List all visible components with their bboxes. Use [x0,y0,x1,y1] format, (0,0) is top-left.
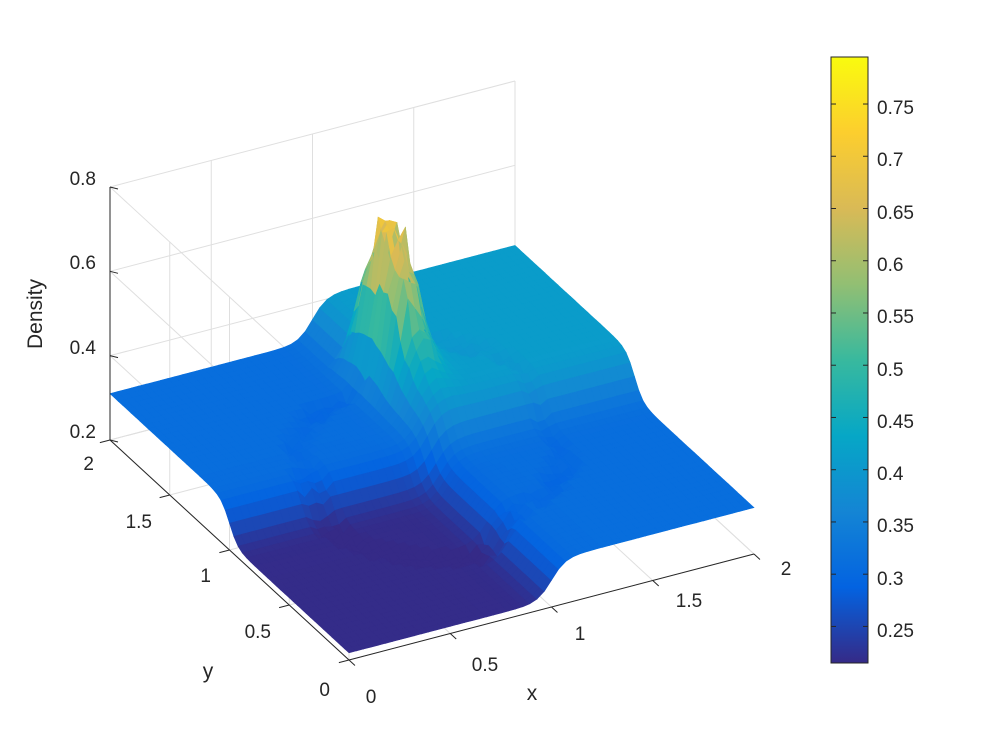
z-tick-label: 0.4 [70,338,97,359]
y-tick-mark [219,549,230,554]
x-tick-label: 0.5 [472,655,498,676]
y-tick-mark [159,494,170,499]
y-tick-label: 1.5 [126,512,152,533]
z-tick-mark [109,186,119,190]
y-axis-label: y [203,660,214,683]
x-tick-label: 1 [575,624,586,645]
y-tick-labels: 0 0.5 1 1.5 2 [83,454,330,701]
colorbar-tick-label: 0.3 [877,569,903,590]
x-tick-mark [753,553,761,560]
colorbar-tick-label: 0.35 [877,516,914,537]
z-tick-label: 0.8 [70,169,96,190]
y-tick-label: 0 [319,680,330,701]
colorbar-tick-labels: 0.25 0.3 0.35 0.4 0.45 0.5 0.55 0.6 0.65… [877,98,914,642]
z-tick-mark [109,355,119,359]
colorbar-tick-label: 0.75 [877,98,914,119]
colorbar-tick-label: 0.55 [877,307,914,328]
x-tick-mark [449,633,457,640]
colorbar-tick-label: 0.4 [877,464,904,485]
x-tick-label: 2 [781,559,792,580]
x-axis-label: x [527,682,538,705]
y-tick-label: 0.5 [245,622,271,643]
x-tick-mark [348,659,356,666]
axes-lines [99,186,761,666]
x-tick-mark [551,606,558,613]
z-tick-label: 0.2 [70,422,96,443]
colorbar-tick-label: 0.5 [877,360,903,381]
y-tick-mark [278,604,290,609]
colorbar-ticks [831,103,868,627]
x-tick-mark [652,580,660,587]
x-tick-labels: 0 0.5 1 1.5 2 [366,559,792,708]
colorbar-tick-label: 0.6 [877,255,903,276]
colorbar-tick-label: 0.45 [877,412,914,433]
density-surface [109,216,755,654]
colorbar-tick-label: 0.7 [877,150,903,171]
z-tick-mark [109,439,119,443]
surface-patch [741,503,755,510]
colorbar [830,56,869,664]
x-tick-label: 0 [366,687,377,708]
z-tick-label: 0.6 [70,253,96,274]
z-axis-label: Density [24,278,47,349]
x-tick-label: 1.5 [676,591,702,612]
y-tick-mark [338,659,350,664]
z-tick-labels: 0.2 0.4 0.6 0.8 [70,169,97,443]
colorbar-tick-label: 0.25 [877,621,914,642]
colorbar-tick-label: 0.65 [877,203,914,224]
z-tick-mark [109,270,119,274]
y-tick-mark [99,439,111,444]
y-tick-label: 2 [83,454,94,475]
y-tick-label: 1 [200,566,211,587]
